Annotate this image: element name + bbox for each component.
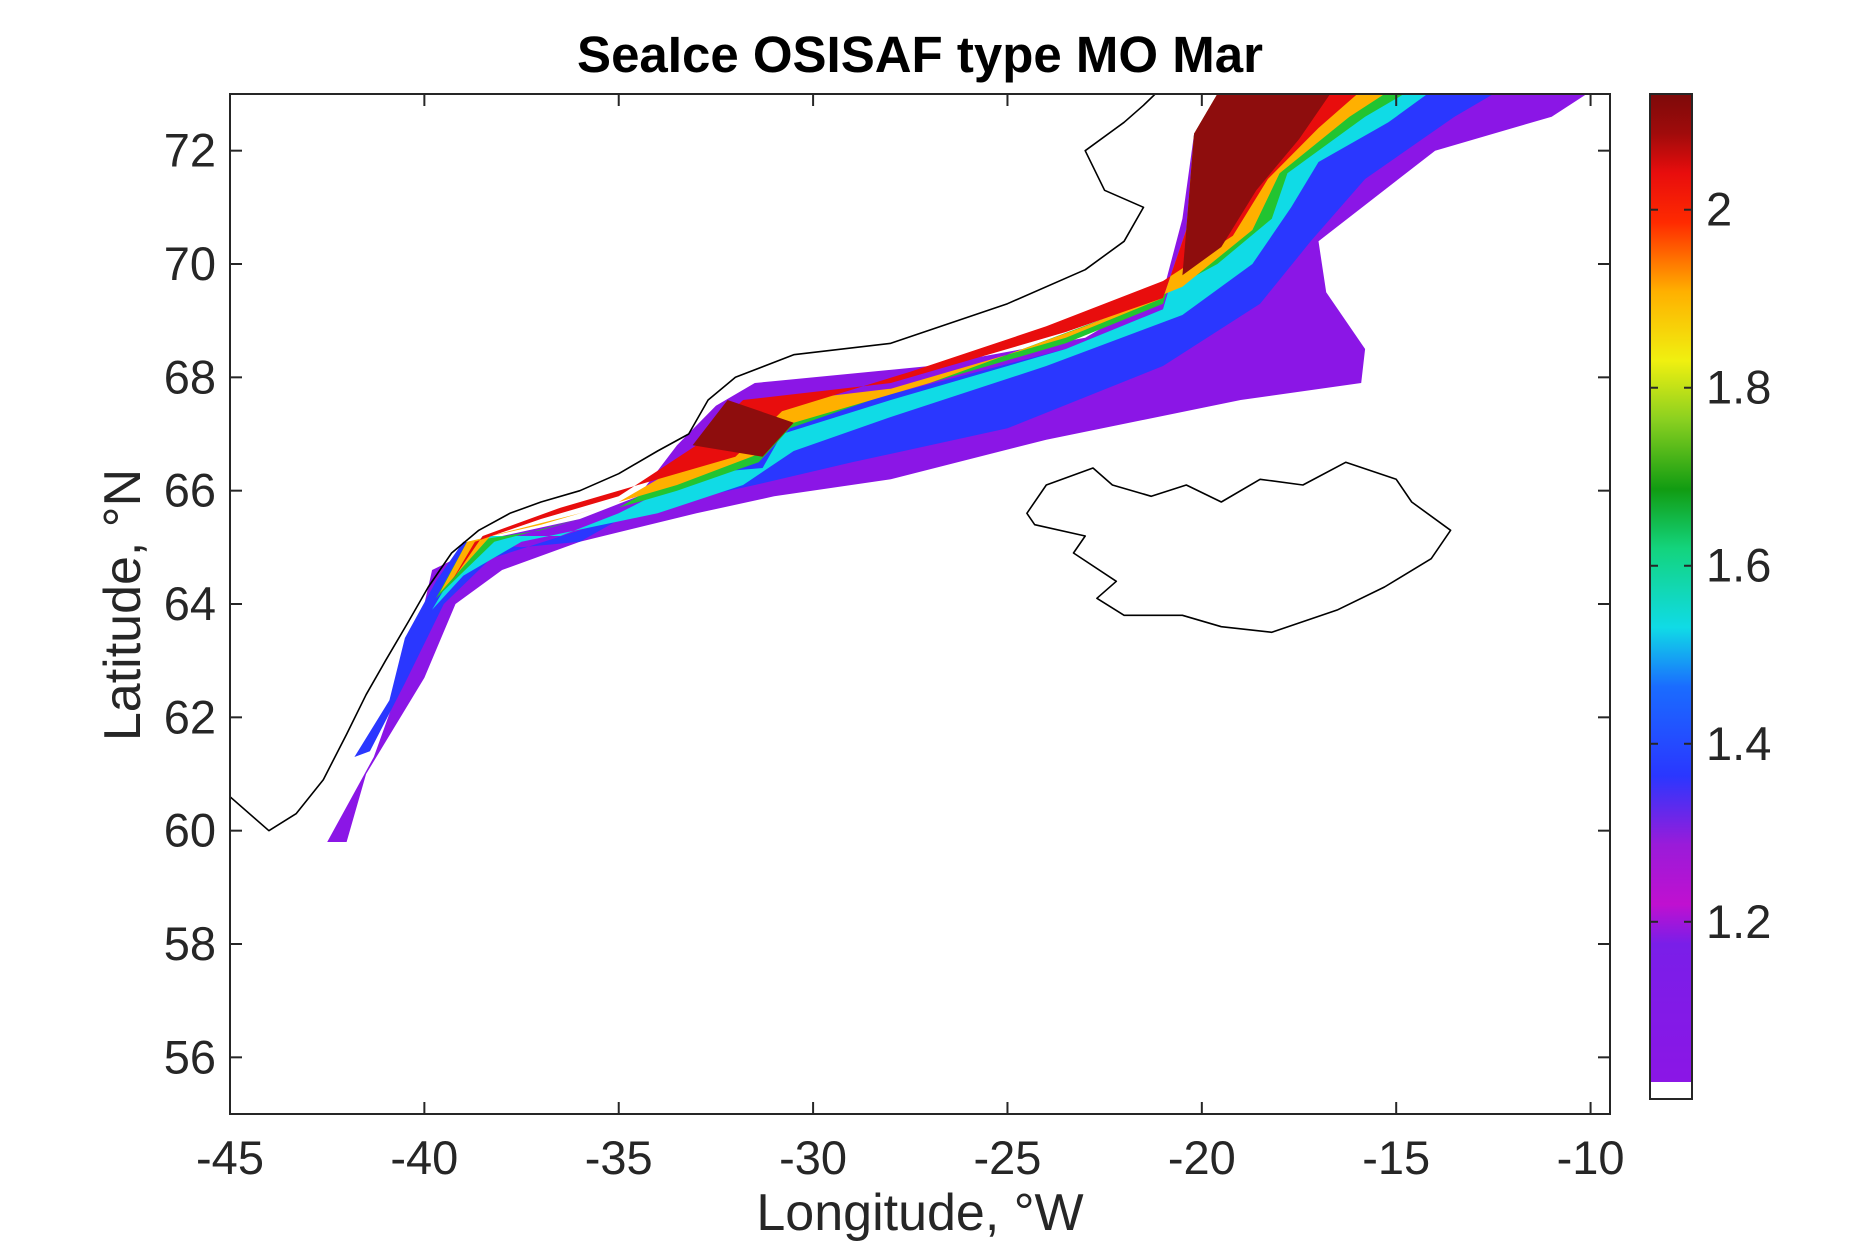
- ice-contour-5: [451, 94, 1358, 582]
- y-tick-label: 64: [164, 577, 216, 630]
- y-tick-label: 62: [164, 690, 216, 743]
- chart-title: SeaIce OSISAF type MO Mar: [577, 26, 1263, 83]
- y-tick-label: 66: [164, 464, 216, 517]
- coastline-greenland: [230, 94, 1156, 832]
- y-tick-label: 60: [164, 804, 216, 857]
- x-tick-label: -20: [1168, 1131, 1236, 1184]
- x-tick-label: -10: [1557, 1131, 1625, 1184]
- ice-contour-7: [692, 400, 794, 457]
- x-axis-ticks: -45 -40 -35 -30 -25 -20 -15 -10: [196, 94, 1625, 1184]
- ice-field-layer: [327, 94, 1587, 842]
- y-tick-label: 58: [164, 917, 216, 970]
- x-axis-label: Longitude, °W: [756, 1184, 1083, 1242]
- x-tick-label: -30: [779, 1131, 847, 1184]
- y-axis-ticks: 56 58 60 62 64 66 68 70 72: [164, 124, 1610, 1083]
- colorbar-tick-label: 1.6: [1706, 539, 1771, 592]
- x-tick-label: -45: [196, 1131, 264, 1184]
- y-tick-label: 72: [164, 124, 216, 177]
- y-tick-label: 56: [164, 1030, 216, 1083]
- x-tick-label: -40: [390, 1131, 458, 1184]
- colorbar-tick-label: 1.4: [1706, 717, 1771, 770]
- colorbar-tick-label: 1.2: [1706, 895, 1771, 948]
- coastline-iceland: [1026, 461, 1452, 634]
- x-tick-label: -15: [1362, 1131, 1430, 1184]
- y-axis-label: Latitude, °N: [94, 469, 152, 741]
- x-tick-label: -35: [585, 1131, 653, 1184]
- colorbar-frame: [1649, 93, 1693, 1100]
- plot-area: [230, 94, 1610, 1114]
- colorbar-gradient: [1650, 94, 1692, 1082]
- ice-contour-2: [432, 94, 1428, 610]
- y-tick-label: 70: [164, 237, 216, 290]
- colorbar-nodata-swatch: [1650, 1082, 1692, 1099]
- land-outline-layer: [230, 94, 1452, 832]
- y-tick-label: 68: [164, 350, 216, 403]
- colorbar-tick-label: 1.8: [1706, 361, 1771, 414]
- ice-contour-6: [1182, 94, 1331, 276]
- colorbar-tick-label: 2: [1706, 183, 1732, 236]
- x-tick-label: -25: [973, 1131, 1041, 1184]
- colorbar: 1.2 1.4 1.6 1.8 2: [1649, 93, 1771, 1100]
